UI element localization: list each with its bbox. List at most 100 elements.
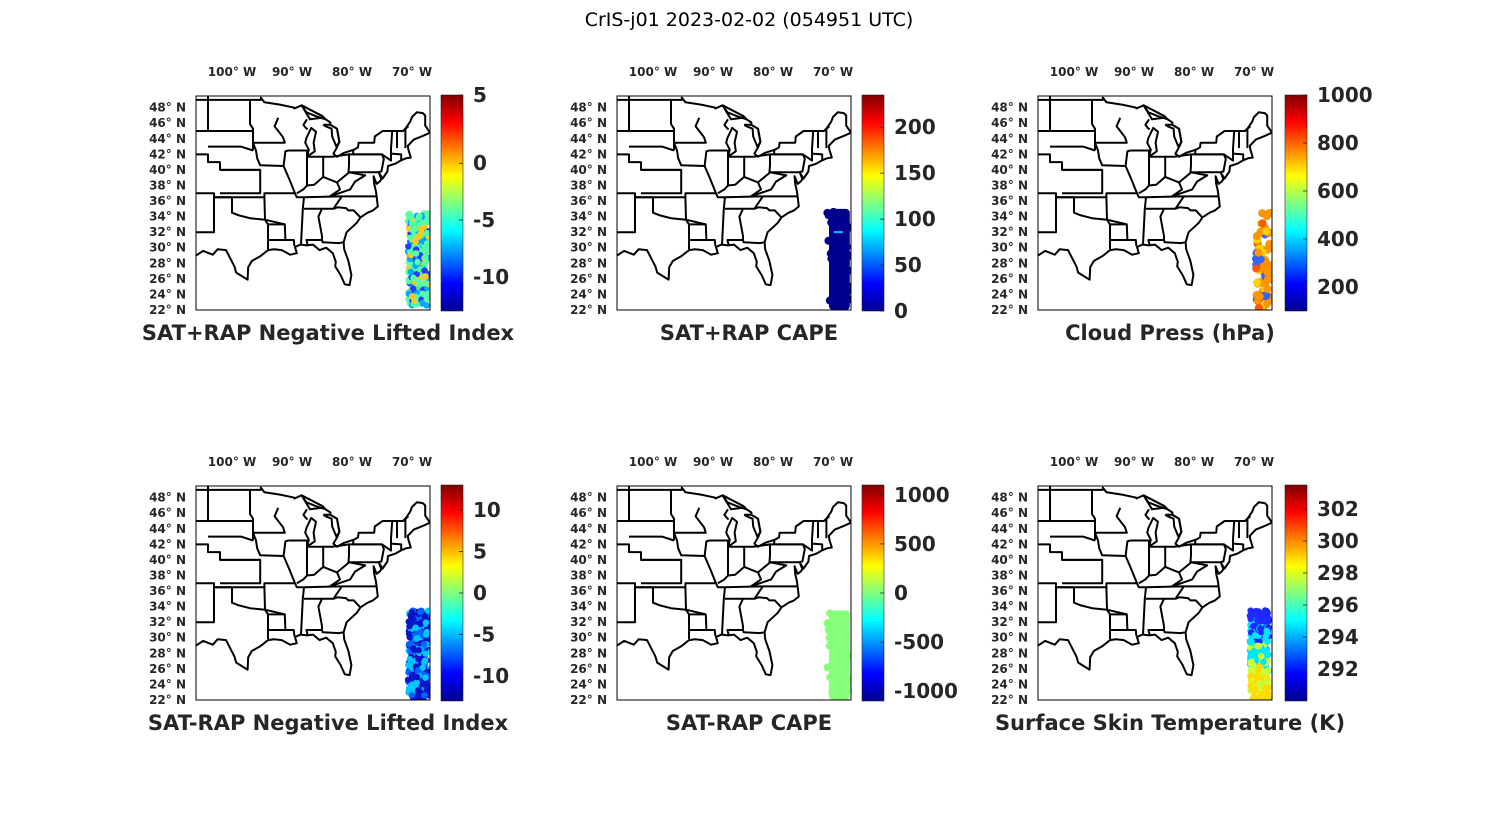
latitude-label: 24° N [991,287,1028,301]
sounding-dot [1258,219,1267,228]
state-boundary [727,545,746,577]
map-frame [195,485,431,701]
great-lake-outline [322,513,341,538]
great-lake-outline [1142,104,1169,121]
great-lake-outline [725,516,738,548]
sounding-dot [1255,292,1264,301]
sounding-dot [1263,647,1270,654]
latitude-label: 32° N [991,615,1028,629]
state-boundary [267,613,286,631]
sounding-dot [1257,618,1264,625]
state-boundary [352,520,394,552]
colorbar-tick-label: 294 [1317,625,1359,649]
state-boundary [263,197,296,247]
sounding-dot [405,661,412,669]
colorbar-tick-label: 296 [1317,593,1359,617]
latitude-label: 34° N [570,210,607,224]
sounding-dot [825,634,834,643]
colorbar: 5 0 -5 -10 [440,83,509,312]
sounding-dot [413,635,420,642]
sounding-dot [406,210,413,218]
sounding-dot [408,293,416,300]
state-boundary [306,155,325,187]
colorbar-tick-label: 500 [894,532,936,556]
state-boundary [196,582,269,640]
great-lake-outline [1142,494,1169,511]
colorbar-tick-label: 0 [473,581,487,605]
state-boundary [703,555,798,589]
latitude-label: 28° N [570,256,607,270]
latitude-label: 28° N [570,646,607,660]
state-boundary [220,558,262,585]
satellite-swath [1246,607,1272,700]
colorbar: 1000 800 600 400 200 [1284,83,1373,312]
colorbar-tick-label: 10 [473,498,501,522]
state-boundary [743,543,771,574]
latitude-label: 34° N [991,600,1028,614]
latitude-label: 40° N [149,553,186,567]
state-boundary [1163,629,1186,635]
colorbar-tick-label: 0 [473,151,487,175]
sounding-dot [418,607,425,615]
colorbar-tick-label: 600 [1317,179,1359,203]
sounding-dot [1263,284,1272,294]
state-boundary [196,486,209,522]
state-boundary [208,145,254,152]
latitude-label: 32° N [570,615,607,629]
state-boundary [635,192,716,199]
latitude-label: 36° N [991,584,1028,598]
sounding-dot [824,625,833,634]
state-boundary [684,587,717,637]
sounding-dot [417,225,424,232]
longitude-label: 90° W [693,455,733,469]
longitude-label: 100° W [629,65,677,79]
latitude-label: 40° N [570,163,607,177]
latitude-label: 42° N [149,537,186,551]
latitude-label: 48° N [991,491,1028,505]
sounding-dot [828,687,837,696]
state-boundary [725,585,764,600]
coastline [1038,131,1272,287]
state-boundary [305,598,323,635]
latitude-label: 38° N [570,178,607,192]
sounding-dot [1263,267,1272,277]
sounding-dot [841,627,850,636]
colorbar-tick-label: -500 [894,630,944,654]
state-boundary [1232,152,1245,160]
sounding-dot [407,268,415,276]
state-boundary [1109,613,1128,631]
sounding-dot [409,285,417,292]
latitude-label: 42° N [149,147,186,161]
state-boundary [1146,195,1185,210]
sounding-dot [833,242,842,251]
state-boundary [196,96,209,132]
latitude-label: 26° N [570,272,607,286]
state-boundary [304,585,343,600]
sounding-dot [424,682,430,689]
latitude-label: 30° N [149,631,186,645]
state-boundary [709,149,729,195]
great-lake-outline [743,123,762,148]
state-boundary [742,629,765,635]
basemap [617,486,851,700]
panel-title: SAT+RAP CAPE [660,321,838,345]
state-boundary [252,532,289,557]
latitude-label: 32° N [149,225,186,239]
coastline [1038,521,1272,677]
sounding-dot [1254,642,1261,650]
latitude-label: 38° N [570,568,607,582]
sounding-dot [424,210,430,217]
sounding-dot [1247,637,1254,645]
latitude-label: 32° N [149,615,186,629]
state-boundary [196,587,215,624]
latitude-label: 44° N [991,522,1028,536]
northern-border [1038,486,1272,548]
longitude-label: 80° W [1174,455,1214,469]
state-boundary [352,130,394,162]
latitude-label: 24° N [149,677,186,691]
state-boundary [300,197,305,245]
longitude-label: 70° W [1234,65,1274,79]
state-boundary [773,520,815,552]
sounding-dot [842,242,851,251]
